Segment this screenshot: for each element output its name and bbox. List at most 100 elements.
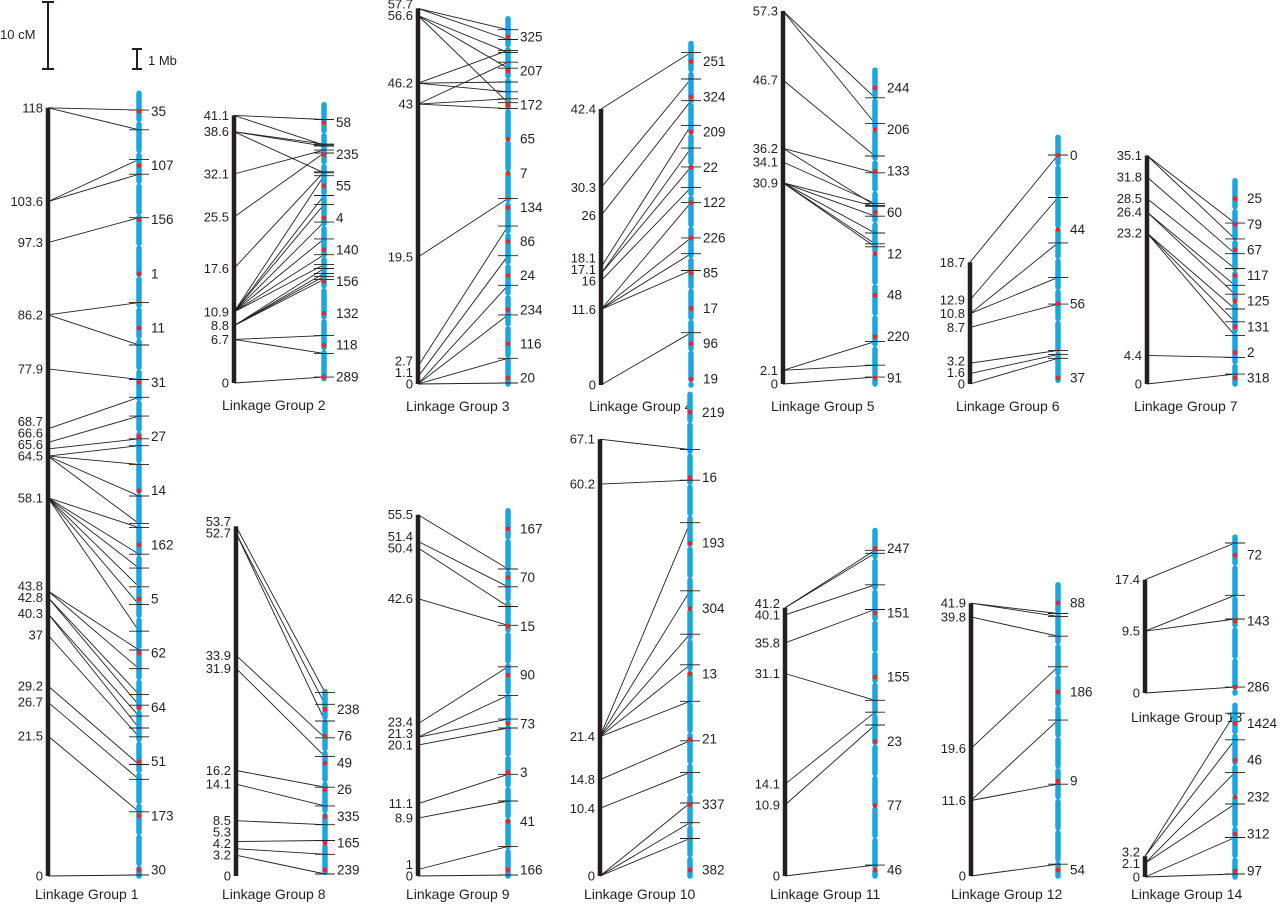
connector-line: [970, 616, 1059, 637]
connector-line: [969, 357, 1059, 385]
connectors: [782, 10, 876, 385]
marker-label: 132: [336, 306, 359, 321]
markers: 325 207 172 65 7 134 86 24 234 116 20: [505, 29, 543, 386]
cm-position-labels: 18.7 12.910.88.7 3.21.60: [940, 255, 965, 392]
connector-line: [47, 590, 140, 670]
marker-dot: [505, 672, 511, 678]
linkage-group-9: 55.5 51.450.4 42.6 23.421.320.1 11.18.9 10 167…: [388, 507, 543, 902]
connector-line: [417, 845, 509, 870]
connector-line: [233, 152, 325, 218]
linkage-group-label: Linkage Group 9: [406, 886, 510, 902]
cm-position-label: 0: [771, 377, 778, 392]
marker-label: 220: [887, 329, 910, 344]
marker-label: 140: [336, 242, 359, 257]
cm-position-labels: 41.138.6 32.1 25.5 17.6 10.98.86.7 0: [204, 108, 229, 391]
connector-line: [417, 198, 509, 258]
marker-dot: [688, 129, 694, 135]
connector-line: [233, 268, 325, 327]
marker-dot: [505, 770, 511, 775]
marker-dot: [322, 867, 328, 873]
connector-line: [417, 15, 509, 53]
connector-line: [47, 735, 140, 813]
linkage-group-3: 57.756.6 46.2 43 19.5 2.71.10 325 207 172 65 7 134…: [388, 0, 543, 414]
cm-position-label: 18.7: [940, 255, 965, 270]
marker-dot: [687, 475, 693, 481]
marker-dot: [505, 34, 511, 40]
connector-line: [47, 497, 140, 588]
marker-label: 206: [887, 122, 910, 137]
cm-position-label: 3.2: [213, 848, 231, 863]
connector-line: [47, 107, 140, 111]
connector-line: [599, 664, 691, 738]
marker-label: 73: [520, 716, 535, 731]
connectors: [1146, 155, 1236, 385]
connector-line: [233, 335, 325, 340]
cm-position-label: 0: [588, 869, 595, 884]
connector-line: [782, 10, 876, 124]
cm-position-label: 23.2: [1117, 226, 1142, 241]
marker-label: 156: [336, 274, 359, 289]
connector-line: [417, 255, 509, 378]
connector-line: [417, 103, 509, 110]
marker-label: 88: [1070, 595, 1085, 610]
connector-line: [784, 711, 876, 785]
connector-line: [417, 284, 509, 385]
marker-label: 54: [1070, 863, 1086, 878]
marker-dot: [1232, 273, 1238, 278]
connector-line: [417, 666, 509, 725]
cm-position-labels: 3.22.10: [1122, 844, 1140, 884]
marker-label: 58: [336, 115, 351, 130]
cm-position-label: 68.7: [18, 414, 43, 429]
marker-dot: [872, 334, 878, 339]
marker-label: 151: [887, 605, 910, 620]
cm-position-label: 23.4: [388, 715, 413, 730]
cm-position-label: 42.4: [571, 102, 596, 117]
marker-label: 25: [1247, 191, 1262, 206]
cm-position-label: 67.1: [570, 432, 595, 447]
cm-position-label: 21.3: [388, 726, 413, 741]
marker-dot: [322, 733, 328, 739]
markers: 238 76 49 26 335 165 239: [322, 702, 360, 878]
marker-label: 37: [1070, 371, 1085, 386]
marker-dot: [136, 271, 142, 277]
connector-line: [47, 415, 140, 443]
connector-line: [233, 114, 325, 120]
connector-line: [47, 613, 140, 729]
cm-position-label: 41.1: [204, 108, 229, 123]
cm-position-label: 26: [582, 208, 596, 223]
marker-label: 16: [702, 470, 717, 485]
cm-position-labels: 57.756.6 46.2 43 19.5 2.71.10: [388, 0, 413, 392]
connector-line: [233, 204, 325, 313]
marker-dot: [687, 409, 693, 415]
cm-position-label: 0: [589, 378, 596, 393]
marker-dot: [687, 736, 693, 742]
marker-label: 24: [520, 268, 536, 283]
cm-position-label: 11.6: [942, 793, 966, 808]
marker-label: 219: [702, 405, 725, 420]
connector-line: [599, 771, 691, 809]
connector-line: [782, 182, 876, 207]
marker-dot: [505, 205, 511, 210]
connector-line: [782, 341, 876, 371]
marker-dot: [136, 434, 142, 439]
connectors: [417, 7, 509, 385]
cm-position-label: 29.2: [18, 678, 43, 693]
marker-dot: [505, 102, 511, 108]
connector-line: [417, 382, 509, 385]
cm-position-label: 38.6: [204, 124, 229, 139]
linkage-group-label: Linkage Group 13: [1131, 709, 1243, 725]
marker-dot: [505, 721, 511, 727]
marker-label: 209: [703, 125, 726, 140]
connector-line: [969, 353, 1059, 375]
connector-line: [47, 590, 140, 651]
marker-label: 7: [520, 166, 528, 181]
marker-dot: [505, 136, 511, 142]
marker-dot: [505, 526, 511, 532]
connector-line: [600, 166, 692, 274]
connector-line: [600, 52, 692, 110]
cm-position-label: 19.6: [941, 741, 966, 756]
cm-position-label: 21.5: [18, 729, 43, 744]
cm-position-label: 0: [1133, 686, 1140, 701]
marker-label: 318: [1247, 371, 1270, 386]
physical-ticks: [865, 97, 885, 378]
